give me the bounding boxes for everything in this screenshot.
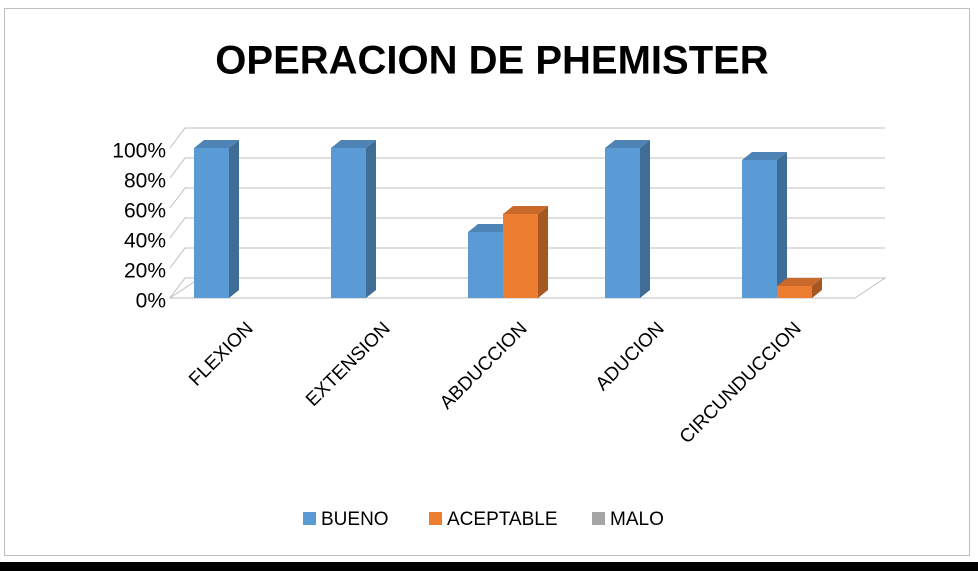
legend-label: ACEPTABLE (447, 509, 558, 530)
bar (503, 206, 548, 298)
grid-line-segment (169, 187, 885, 209)
bar-top (468, 224, 513, 232)
bar-top (742, 152, 787, 160)
grid-line (169, 157, 885, 179)
legend-label: MALO (610, 509, 664, 530)
legend-swatch (592, 512, 605, 525)
grid-line-segment (169, 277, 885, 299)
bar-side (229, 140, 239, 298)
bar-front (605, 148, 640, 298)
bar-front (503, 214, 538, 298)
bar-front (194, 148, 229, 298)
bar (777, 278, 822, 298)
bar-front (742, 160, 777, 298)
legend-swatch (303, 512, 316, 525)
y-tick-label: 100% (112, 140, 166, 163)
bar-side (777, 152, 787, 298)
grid-line (169, 277, 885, 299)
bar-side (640, 140, 650, 298)
bar (194, 140, 239, 298)
bar-front (468, 232, 503, 298)
grid-line (169, 247, 885, 269)
bar (605, 140, 650, 298)
grid-line-segment (169, 127, 885, 149)
legend-label: BUENO (321, 509, 389, 530)
legend-swatch (429, 512, 442, 525)
grid-line (169, 127, 885, 149)
bottom-bar (0, 562, 978, 571)
bar-front (777, 286, 812, 298)
bar (331, 140, 376, 298)
bar-top (605, 140, 650, 148)
grid-line (169, 187, 885, 209)
y-tick-label: 60% (124, 200, 166, 223)
y-tick-label: 40% (124, 230, 166, 253)
y-tick-label: 20% (124, 260, 166, 283)
bar-top (331, 140, 376, 148)
grid-line-segment (169, 157, 885, 179)
bar-front (331, 148, 366, 298)
bar-side (812, 278, 822, 298)
bar-top (777, 278, 822, 286)
bar-side (538, 206, 548, 298)
bar-side (366, 140, 376, 298)
bar-top (194, 140, 239, 148)
bar-top (503, 206, 548, 214)
y-tick-label: 80% (124, 170, 166, 193)
y-tick-label: 0% (136, 290, 166, 313)
grid-line-segment (169, 217, 885, 239)
grid-line-segment (169, 247, 885, 269)
grid-line (169, 217, 885, 239)
bar (742, 152, 787, 298)
chart-title: OPERACION DE PHEMISTER (215, 39, 769, 83)
